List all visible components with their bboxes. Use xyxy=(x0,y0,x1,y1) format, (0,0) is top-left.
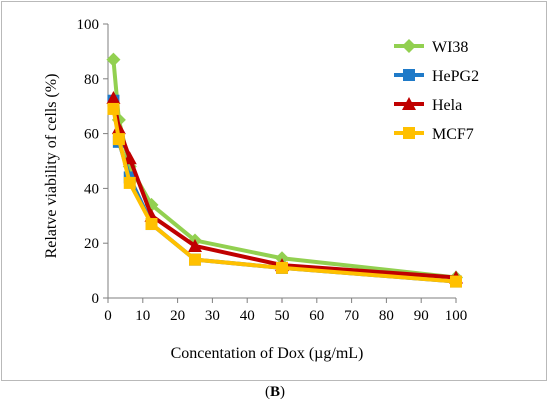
caption-close: ) xyxy=(280,384,285,400)
point-mcf7-6 xyxy=(450,275,462,288)
point-mcf7-1 xyxy=(112,133,125,146)
x-tick-label-40: 40 xyxy=(240,308,255,324)
legend-label-hela: Hela xyxy=(432,97,462,114)
caption-open: ( xyxy=(264,384,270,400)
point-hela-0 xyxy=(106,90,121,104)
series-wi38 xyxy=(106,52,463,285)
x-tick-label-90: 90 xyxy=(414,308,429,324)
legend-item-hela: Hela xyxy=(394,97,462,114)
legend-item-mcf7: MCF7 xyxy=(394,126,474,143)
y-tick-label-40: 40 xyxy=(84,181,99,197)
series-mcf7 xyxy=(107,102,462,288)
chart: 0 20 40 60 80 100 0 10 20 30 40 50 60 70 80 90 100 Concen… xyxy=(43,17,479,362)
legend-marker-wi38 xyxy=(402,39,416,53)
y-tick-label-20: 20 xyxy=(84,236,99,252)
x-tick-label-100: 100 xyxy=(445,308,468,324)
legend-label-hepg2: HePG2 xyxy=(432,68,479,85)
legend-marker-hela xyxy=(402,97,416,110)
legend-label-wi38: WI38 xyxy=(432,39,468,56)
x-tick-label-0: 0 xyxy=(104,308,112,324)
chart-frame: 0 20 40 60 80 100 0 10 20 30 40 50 60 70 80 90 100 Concen… xyxy=(1,1,547,381)
x-tick-label-70: 70 xyxy=(344,308,359,324)
y-tick-label-0: 0 xyxy=(92,291,100,307)
x-tick-label-30: 30 xyxy=(205,308,220,324)
y-tick-label-60: 60 xyxy=(84,127,99,143)
axes: 0 20 40 60 80 100 0 10 20 30 40 50 60 70 80 90 100 Concen… xyxy=(43,17,467,362)
legend-label-mcf7: MCF7 xyxy=(432,126,474,143)
series-layer xyxy=(106,52,463,288)
x-tick-label-60: 60 xyxy=(309,308,324,324)
x-tick-label-80: 80 xyxy=(379,308,394,324)
series-line-hela xyxy=(111,97,457,280)
point-mcf7-0 xyxy=(107,102,120,115)
point-mcf7-4 xyxy=(189,253,201,266)
x-tick-label-10: 10 xyxy=(135,308,150,324)
x-axis-title: Concentation of Dox (µg/mL) xyxy=(171,345,364,362)
legend: WI38 HePG2 Hela MCF7 xyxy=(394,39,479,143)
x-tick-label-20: 20 xyxy=(170,308,185,324)
point-mcf7-2 xyxy=(123,176,136,189)
series-line-wi38 xyxy=(111,59,457,280)
point-mcf7-5 xyxy=(276,261,288,274)
legend-item-hepg2: HePG2 xyxy=(394,68,479,85)
point-wi38-0 xyxy=(106,52,121,67)
panel-caption: (B) xyxy=(0,384,550,401)
legend-item-wi38: WI38 xyxy=(394,39,468,56)
point-mcf7-3 xyxy=(145,218,158,231)
caption-letter: B xyxy=(269,384,280,400)
legend-marker-mcf7 xyxy=(403,127,415,139)
y-tick-label-80: 80 xyxy=(84,72,99,88)
y-tick-label-100: 100 xyxy=(77,17,100,33)
point-hela-4 xyxy=(188,238,202,252)
x-tick-label-50: 50 xyxy=(275,308,290,324)
y-axis-title: Relatve viability of cells (%) xyxy=(43,74,60,259)
legend-marker-hepg2 xyxy=(403,69,415,81)
